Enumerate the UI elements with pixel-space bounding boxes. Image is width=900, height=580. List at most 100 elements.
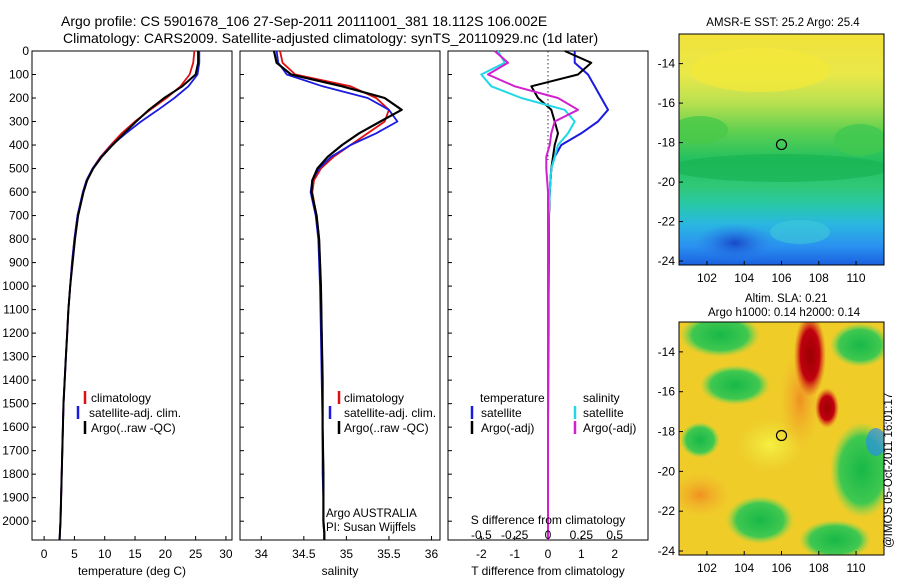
lon-tick-label: 110 xyxy=(846,561,865,575)
sst-cold-patch xyxy=(695,223,775,263)
temperature-x-tick-label: 25 xyxy=(189,547,203,561)
sla-map-panel: Altim. SLA: 0.21 Argo h1000: 0.14 h2000:… xyxy=(658,293,885,575)
sla-green-patch xyxy=(726,496,794,544)
sst-warm-patch xyxy=(690,48,830,92)
sla-blue-patch xyxy=(866,428,884,456)
sst-cyan-patch xyxy=(770,220,830,244)
legend-label-argo: Argo(..raw -QC) xyxy=(344,421,429,435)
s-difference-tick-label: -0.5 xyxy=(471,528,492,542)
sla-orange-patch xyxy=(679,473,730,517)
salinity-x-tick-label: 34 xyxy=(255,547,269,561)
legend-label-t-argo: Argo(-adj) xyxy=(481,421,534,435)
legend-label-satellite: satellite-adj. clim. xyxy=(344,406,436,420)
sst-map-title: AMSR-E SST: 25.2 Argo: 25.4 xyxy=(706,17,860,29)
legend-heading-salinity: salinity xyxy=(583,391,620,405)
lon-tick-label: 108 xyxy=(809,271,829,285)
lat-tick-label: -20 xyxy=(658,175,676,189)
depth-tick-label: 1800 xyxy=(2,467,29,481)
lon-tick-label: 106 xyxy=(771,561,791,575)
sla-green-patch xyxy=(680,422,720,458)
imos-credit: @IMOS 05-Oct-2011 16:01:17 xyxy=(883,393,895,548)
t-difference-tick-label: 1 xyxy=(578,547,585,561)
depth-tick-label: 0 xyxy=(22,44,29,58)
temperature-plot-frame xyxy=(31,50,233,541)
lat-tick-label: -14 xyxy=(658,345,676,359)
sla-green-patch xyxy=(830,323,884,367)
lon-tick-label: 104 xyxy=(734,271,754,285)
sla-argo-location-marker xyxy=(775,429,788,442)
t-difference-tick-label: 2 xyxy=(611,547,618,561)
sst-green-patch xyxy=(834,124,884,156)
difference-panel: -2 -1 0 1 2 temperature salinity satellite A… xyxy=(447,50,649,578)
legend-label-climatology: climatology xyxy=(344,391,404,405)
s-difference-tick-label: 0.5 xyxy=(606,528,623,542)
depth-tick-label: 200 xyxy=(9,91,29,105)
lon-tick-label: 104 xyxy=(734,561,754,575)
temperature-panel: 0100200300400500600700800900100011001200… xyxy=(2,44,233,578)
sla-high-anomaly xyxy=(815,388,839,428)
series-line-s-satellite xyxy=(480,50,576,540)
salinity-annotation-line1: Argo AUSTRALIA xyxy=(326,508,417,520)
legend-heading-temperature: temperature xyxy=(480,391,545,405)
sst-dark-green-band xyxy=(679,154,884,182)
depth-tick-label: 1300 xyxy=(2,350,29,364)
salinity-panel: 34 34.5 35 35.5 36 climatology satellite-adj… xyxy=(239,50,441,578)
depth-tick-label: 1700 xyxy=(2,444,29,458)
sla-high-anomaly xyxy=(794,322,826,397)
depth-tick-label: 1200 xyxy=(2,326,29,340)
salinity-annotation-line2: PI: Susan Wijffels xyxy=(326,522,416,534)
lon-tick-label: 110 xyxy=(846,271,865,285)
depth-tick-label: 1600 xyxy=(2,420,29,434)
lat-tick-label: -22 xyxy=(658,215,676,229)
lat-tick-label: -16 xyxy=(658,385,676,399)
legend-label-s-argo: Argo(-adj) xyxy=(583,421,636,435)
legend-label-satellite: satellite-adj. clim. xyxy=(89,406,181,420)
s-difference-tick-label: 0 xyxy=(545,528,552,542)
depth-tick-label: 600 xyxy=(9,185,29,199)
series-line-argo xyxy=(272,50,403,540)
temperature-x-tick-label: 0 xyxy=(41,547,48,561)
salinity-x-tick-label: 36 xyxy=(425,547,439,561)
lon-tick-label: 108 xyxy=(809,561,829,575)
depth-tick-label: 2000 xyxy=(2,514,29,528)
sst-argo-location-marker xyxy=(775,138,788,151)
sst-green-patch xyxy=(679,116,728,144)
t-difference-tick-label: 0 xyxy=(545,547,552,561)
temperature-x-tick-label: 10 xyxy=(98,547,112,561)
depth-tick-label: 700 xyxy=(9,209,29,223)
depth-tick-label: 300 xyxy=(9,115,29,129)
depth-tick-label: 1900 xyxy=(2,491,29,505)
temperature-x-tick-label: 30 xyxy=(219,547,233,561)
temperature-x-tick-label: 20 xyxy=(159,547,173,561)
salinity-legend: climatology satellite-adj. clim. Argo(..… xyxy=(328,391,436,435)
depth-tick-label: 500 xyxy=(9,162,29,176)
temperature-x-tick-label: 5 xyxy=(71,547,78,561)
temperature-legend: climatology satellite-adj. clim. Argo(..… xyxy=(76,391,181,435)
lat-tick-label: -20 xyxy=(658,464,676,478)
series-line-s-argo xyxy=(487,50,579,540)
t-difference-tick-label: -2 xyxy=(476,547,487,561)
lon-tick-label: 106 xyxy=(771,271,791,285)
series-line-argo xyxy=(58,51,200,541)
depth-tick-label: 1400 xyxy=(2,373,29,387)
temperature-x-tick-label: 15 xyxy=(128,547,142,561)
sla-green-patch xyxy=(799,520,871,555)
depth-tick-label: 100 xyxy=(9,68,29,82)
lat-tick-label: -14 xyxy=(658,57,676,71)
legend-label-t-satellite: satellite xyxy=(481,406,522,420)
lat-tick-label: -18 xyxy=(658,425,676,439)
legend-label-climatology: climatology xyxy=(91,391,151,405)
t-difference-axis-label: T difference from climatology xyxy=(471,564,625,578)
sst-map-panel: AMSR-E SST: 25.2 Argo: 25.4 -14 -16 -18 -20… xyxy=(658,17,885,285)
lat-tick-label: -24 xyxy=(658,254,676,268)
salinity-x-tick-label: 35.5 xyxy=(377,547,401,561)
depth-tick-label: 400 xyxy=(9,138,29,152)
series-line-t-satellite xyxy=(547,51,609,540)
difference-legend: temperature salinity satellite Argo(-adj… xyxy=(470,391,636,435)
salinity-x-tick-label: 35 xyxy=(340,547,354,561)
lat-tick-label: -22 xyxy=(658,504,676,518)
figure-title-line2: Climatology: CARS2009. Satellite-adjuste… xyxy=(63,30,598,46)
lat-tick-label: -24 xyxy=(658,544,676,558)
lon-tick-label: 102 xyxy=(697,271,717,285)
depth-tick-label: 800 xyxy=(9,232,29,246)
